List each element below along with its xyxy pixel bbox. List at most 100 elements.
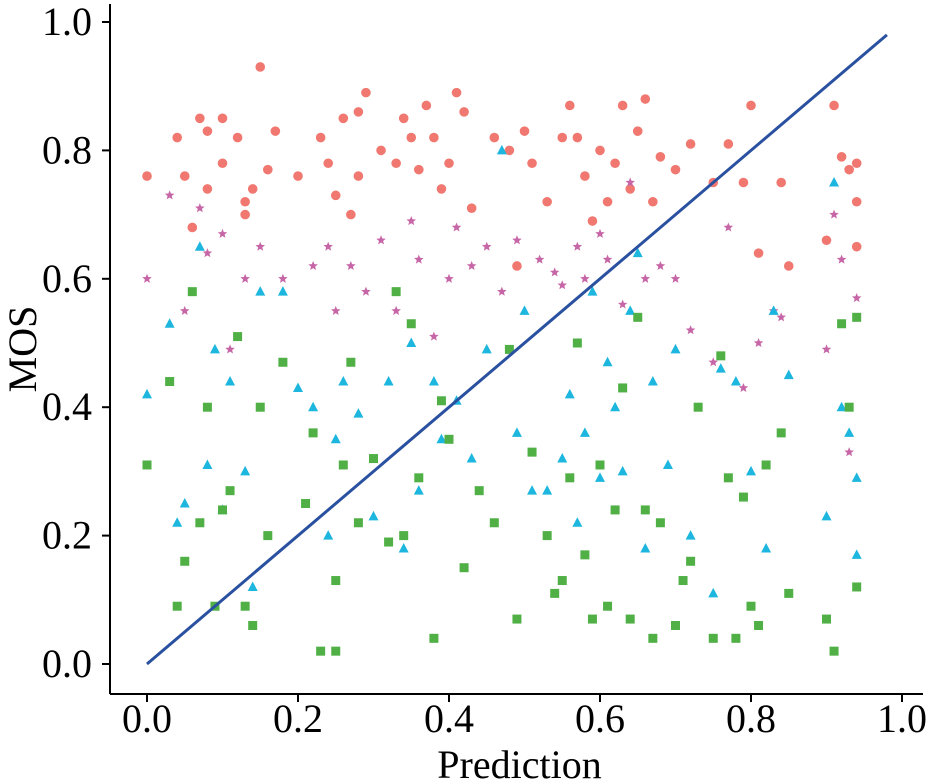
cyan-data-point (436, 433, 447, 444)
identity-line-segment (146, 33, 888, 666)
cyan-data-point (647, 376, 658, 386)
red-data-point (489, 132, 500, 143)
purple-data-point (142, 273, 152, 283)
red-data-point (179, 171, 190, 181)
green-data-point (399, 531, 409, 541)
green-data-point (686, 556, 696, 566)
red-data-point (142, 171, 152, 181)
cyan-data-point (715, 363, 726, 373)
cyan-data-point (330, 433, 341, 444)
cyan-data-point (194, 241, 205, 251)
cyan-data-point (625, 305, 636, 315)
red-data-point (625, 184, 635, 194)
red-data-point (640, 94, 651, 104)
cyan-data-point (632, 247, 643, 258)
purple-data-point (376, 235, 386, 245)
purple-data-point (738, 382, 749, 392)
purple-data-point (164, 190, 175, 200)
cyan-data-point (829, 177, 840, 187)
purple-data-point (625, 177, 635, 187)
red-data-point (421, 100, 432, 111)
cyan-data-point (398, 542, 409, 553)
y-tick-label: 0.4 (42, 384, 92, 429)
green-data-point (678, 576, 688, 586)
purple-data-point (255, 241, 266, 251)
red-data-point (829, 100, 839, 111)
cyan-data-point (428, 376, 439, 386)
cyan-data-point (595, 472, 605, 482)
cyan-data-point (610, 401, 621, 412)
red-data-point (202, 184, 213, 194)
cyan-data-point (761, 542, 772, 553)
cyan-data-point (662, 459, 673, 469)
green-data-point (225, 486, 235, 496)
cyan-data-point (821, 510, 832, 521)
cyan-data-point (225, 376, 236, 386)
cyan-data-point (557, 453, 568, 463)
cyan-data-point (308, 401, 319, 412)
cyan-data-point (368, 510, 379, 521)
cyan-data-point (406, 337, 417, 347)
red-data-point (263, 164, 273, 175)
cyan-data-point (247, 581, 258, 591)
green-data-point (671, 620, 680, 630)
red-data-point (451, 87, 462, 98)
cyan-data-point (202, 459, 213, 469)
red-data-point (240, 196, 250, 207)
purple-data-point (414, 254, 424, 264)
red-data-point (338, 113, 349, 124)
green-data-point (436, 396, 446, 406)
red-data-point (685, 139, 696, 149)
purple-data-point (444, 273, 454, 283)
red-data-point (391, 158, 401, 169)
red-data-point (557, 132, 568, 143)
cyan-data-point (783, 369, 794, 380)
cyan-data-point (579, 427, 590, 437)
cyan-data-point (640, 542, 651, 553)
red-data-point (519, 126, 530, 136)
cyan-data-point (338, 376, 349, 386)
red-data-point (504, 145, 515, 156)
red-data-point (361, 87, 371, 98)
green-data-point (218, 505, 227, 515)
green-data-point (338, 460, 348, 470)
green-data-point (723, 473, 733, 483)
green-data-point (716, 351, 726, 361)
red-data-point (346, 209, 356, 220)
data-points (142, 62, 862, 656)
green-data-point (572, 338, 582, 348)
green-data-point (504, 344, 514, 354)
cyan-data-point (602, 356, 613, 367)
purple-data-point (549, 267, 560, 277)
green-data-point (655, 518, 665, 528)
cyan-data-point (527, 485, 538, 495)
cyan-data-point (542, 485, 553, 495)
purple-data-point (429, 331, 439, 341)
red-data-point (738, 177, 749, 188)
red-data-point (572, 132, 583, 143)
cyan-data-point (851, 549, 862, 559)
purple-data-point (497, 286, 507, 296)
purple-data-point (346, 260, 356, 271)
red-data-point (632, 126, 643, 136)
purple-data-point (580, 273, 590, 283)
green-data-point (278, 357, 288, 367)
red-data-point (466, 203, 477, 213)
red-data-point (565, 100, 575, 111)
green-data-point (565, 473, 575, 483)
green-data-point (459, 563, 469, 573)
green-data-point (165, 377, 175, 387)
purple-data-point (217, 228, 228, 238)
y-tick-label: 0.6 (42, 256, 92, 301)
cyan-data-point (277, 286, 288, 296)
y-tick-label: 0.0 (42, 641, 92, 686)
green-data-point (353, 518, 363, 528)
green-data-point (429, 633, 439, 643)
green-data-point (595, 460, 605, 470)
green-data-point (346, 357, 356, 367)
green-data-point (738, 492, 748, 502)
purple-data-point (851, 293, 862, 303)
red-data-point (542, 196, 552, 207)
red-data-point (444, 158, 454, 169)
